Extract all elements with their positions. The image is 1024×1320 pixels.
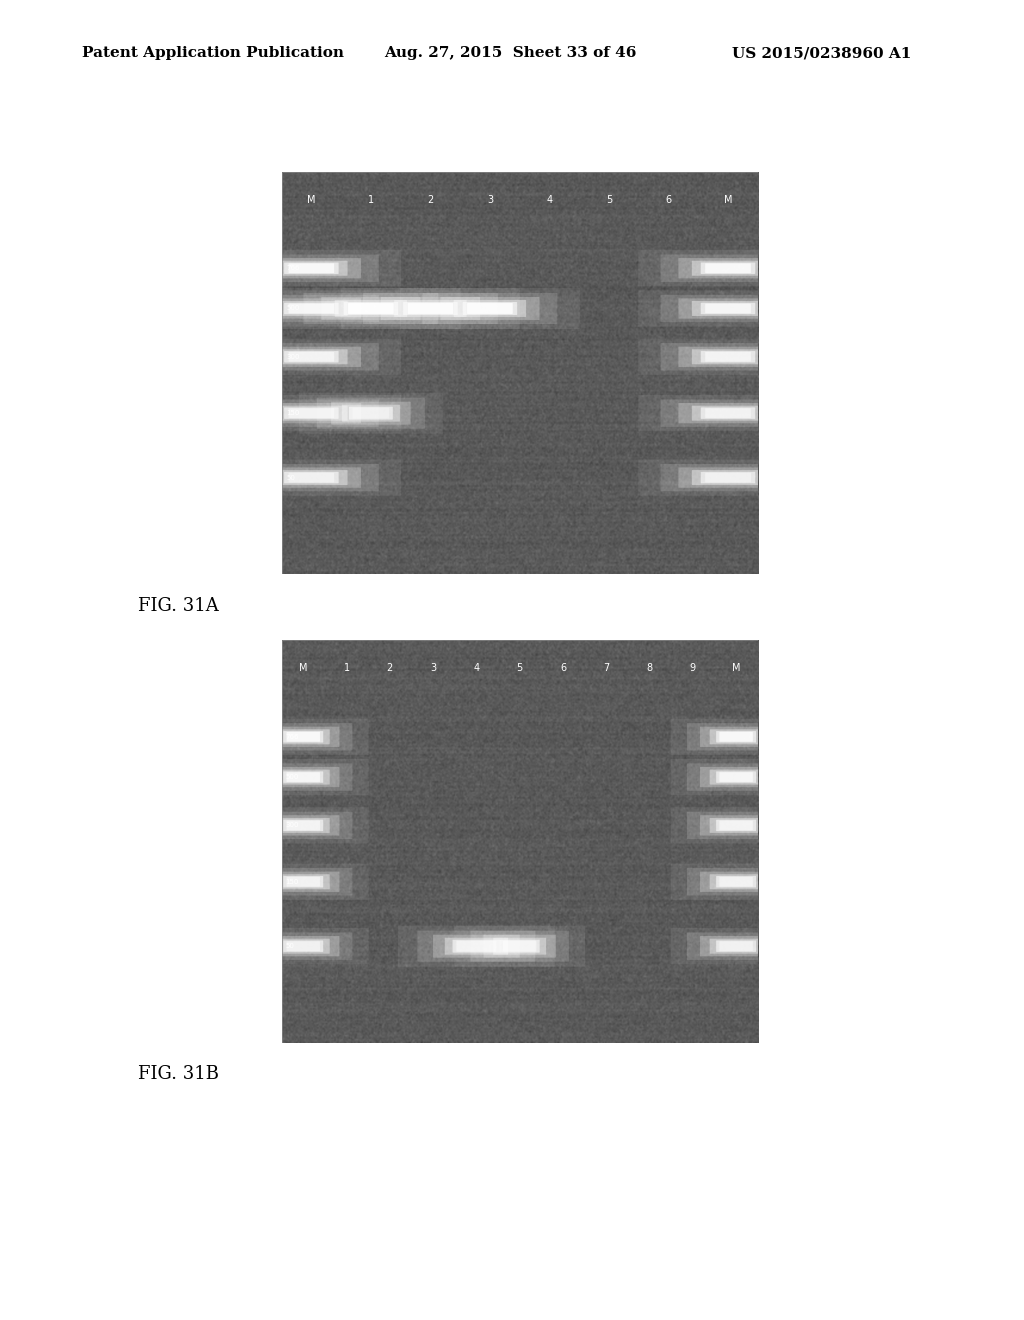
Text: US 2015/0238960 A1: US 2015/0238960 A1 <box>732 46 911 61</box>
Text: Patent Application Publication: Patent Application Publication <box>82 46 344 61</box>
Text: Aug. 27, 2015  Sheet 33 of 46: Aug. 27, 2015 Sheet 33 of 46 <box>384 46 636 61</box>
Text: FIG. 31B: FIG. 31B <box>138 1065 219 1084</box>
Text: FIG. 31A: FIG. 31A <box>138 597 219 615</box>
